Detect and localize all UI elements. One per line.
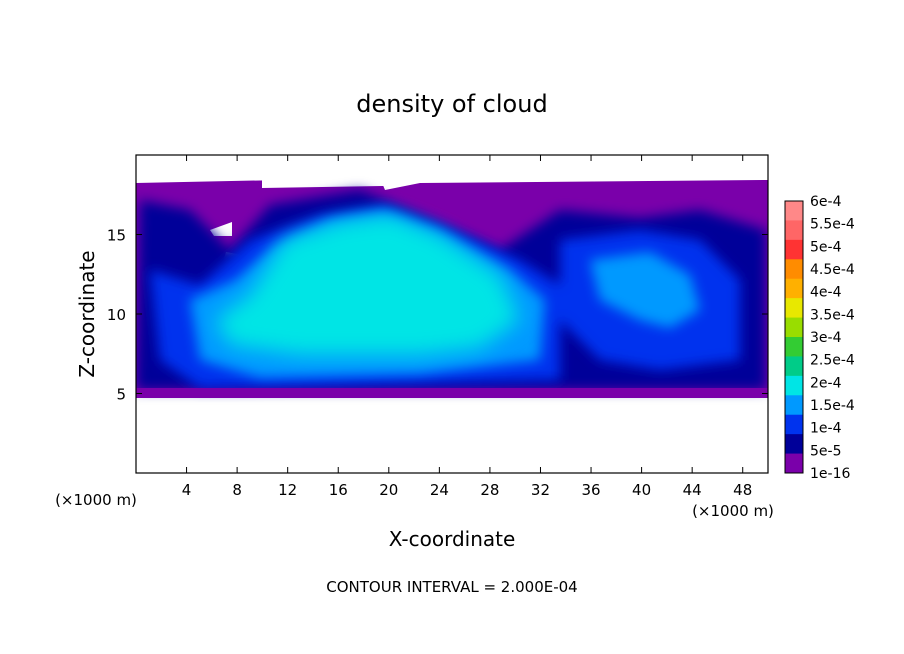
heatmap-field	[136, 155, 768, 473]
y-axis-ticks: 5 10 15	[107, 227, 768, 404]
x-tick-label: 40	[632, 481, 651, 499]
x-tick-label: 24	[430, 481, 449, 499]
colorbar-label: 3e-4	[810, 330, 842, 346]
x-unit-label: (×1000 m)	[55, 491, 137, 509]
colorbar-swatch	[785, 317, 803, 338]
colorbar-label: 4e-4	[810, 285, 842, 301]
colorbar-swatch	[785, 356, 803, 377]
cloud-core	[215, 215, 520, 355]
x-tick-label: 12	[278, 481, 297, 499]
colorbar-label: 1e-16	[810, 466, 850, 482]
x-axis-label: X-coordinate	[389, 527, 516, 551]
x-tick-label: 28	[480, 481, 499, 499]
chart-title: density of cloud	[356, 90, 547, 118]
x-tick-label: 20	[379, 481, 398, 499]
colorbar: 6e-4 5.5e-4 5e-4 4.5e-4 4e-4 3.5e-4 3e-4 2.5e-4…	[784, 194, 855, 482]
colorbar-label: 3.5e-4	[810, 307, 855, 323]
colorbar-label: 2.5e-4	[810, 353, 855, 369]
y-tick-label: 10	[107, 306, 126, 324]
x-tick-label: 44	[683, 481, 702, 499]
colorbar-swatch	[785, 259, 803, 280]
colorbar-frame	[784, 200, 804, 474]
colorbar-swatch	[785, 337, 803, 357]
x-tick-label: 16	[329, 481, 348, 499]
y-tick-label: 15	[107, 227, 126, 245]
colorbar-label: 2e-4	[810, 375, 842, 391]
colorbar-swatch	[785, 239, 803, 260]
x-tick-label: 4	[182, 481, 192, 499]
x-tick-label: 48	[733, 481, 752, 499]
y-unit-label: (×1000 m)	[692, 502, 774, 520]
x-tick-label: 32	[531, 481, 550, 499]
y-axis-label: Z-coordinate	[75, 250, 99, 377]
colorbar-label: 5e-5	[810, 443, 841, 459]
colorbar-swatch	[785, 434, 803, 455]
colorbar-swatch	[785, 201, 803, 221]
colorbar-swatch	[785, 220, 803, 241]
colorbar-label: 5.5e-4	[810, 217, 855, 233]
x-axis-ticks: 4 8 12 16 20 24 28 32 36 40 44 48	[182, 155, 752, 499]
colorbar-label: 6e-4	[810, 194, 842, 210]
y-tick-label: 5	[116, 386, 126, 404]
colorbar-label: 1e-4	[810, 421, 842, 437]
colorbar-swatch	[785, 375, 803, 396]
colorbar-swatch	[785, 453, 803, 474]
colorbar-swatch	[785, 414, 803, 435]
x-tick-label: 8	[232, 481, 242, 499]
x-tick-label: 36	[581, 481, 600, 499]
colorbar-swatch	[785, 278, 803, 299]
colorbar-swatch	[785, 395, 803, 416]
colorbar-label: 5e-4	[810, 239, 842, 255]
colorbar-swatch	[785, 298, 803, 319]
contour-footnote: CONTOUR INTERVAL = 2.000E-04	[326, 578, 577, 596]
colorbar-label: 1.5e-4	[810, 398, 855, 414]
colorbar-label: 4.5e-4	[810, 262, 855, 278]
